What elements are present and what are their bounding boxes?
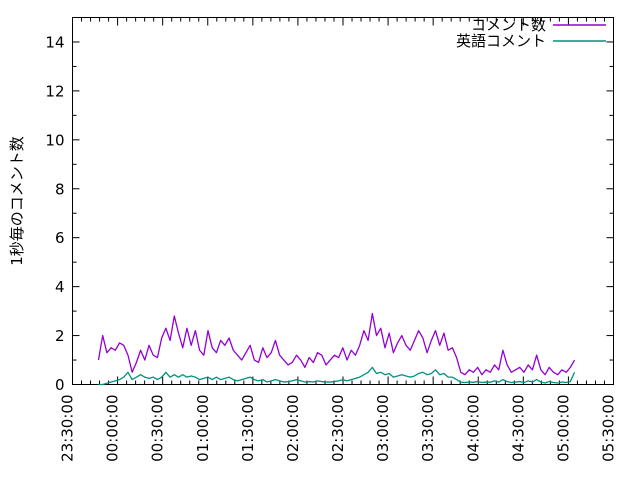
x-tick-label: 02:30:00	[329, 395, 347, 462]
x-tick-label: 00:30:00	[149, 395, 167, 462]
x-tick-label: 00:00:00	[104, 395, 122, 462]
y-axis-ticks: 0 2 4 6 8 10 12 14	[45, 33, 614, 394]
x-tick-label: 03:30:00	[419, 395, 437, 462]
series-line-english-comment	[98, 366, 576, 386]
x-axis-tick-labels: 23:30:00 00:00:00 00:30:00 01:00:00 01:30:00…	[59, 395, 618, 462]
series-line-comment-count	[97, 312, 576, 376]
x-tick-label: 03:00:00	[374, 395, 392, 462]
y-tick-label: 6	[55, 229, 65, 247]
x-tick-label: 04:30:00	[509, 395, 527, 462]
y-tick-label: 0	[55, 376, 65, 394]
legend-label-comment-count: コメント数	[471, 16, 546, 34]
y-tick-label: 2	[55, 327, 65, 345]
legend-label-english-comment: 英語コメント	[456, 32, 546, 50]
data-series-group	[97, 312, 576, 386]
y-tick-label: 4	[55, 278, 65, 296]
y-tick-label: 10	[45, 131, 64, 149]
x-tick-label: 01:00:00	[194, 395, 212, 462]
x-axis-ticks	[72, 17, 614, 385]
x-tick-label: 04:00:00	[464, 395, 482, 462]
x-tick-label: 05:00:00	[554, 395, 572, 462]
x-tick-label: 01:30:00	[239, 395, 257, 462]
y-tick-label: 12	[45, 82, 64, 100]
x-tick-label: 02:00:00	[284, 395, 302, 462]
plot-frame	[72, 17, 614, 385]
chart-legend: コメント数 英語コメント	[456, 16, 606, 50]
y-tick-label: 8	[55, 180, 65, 198]
x-tick-label: 05:30:00	[600, 395, 618, 462]
y-axis-title: 1秒毎のコメント数	[8, 136, 26, 266]
y-tick-label: 14	[45, 33, 64, 51]
x-tick-label: 23:30:00	[59, 395, 77, 462]
